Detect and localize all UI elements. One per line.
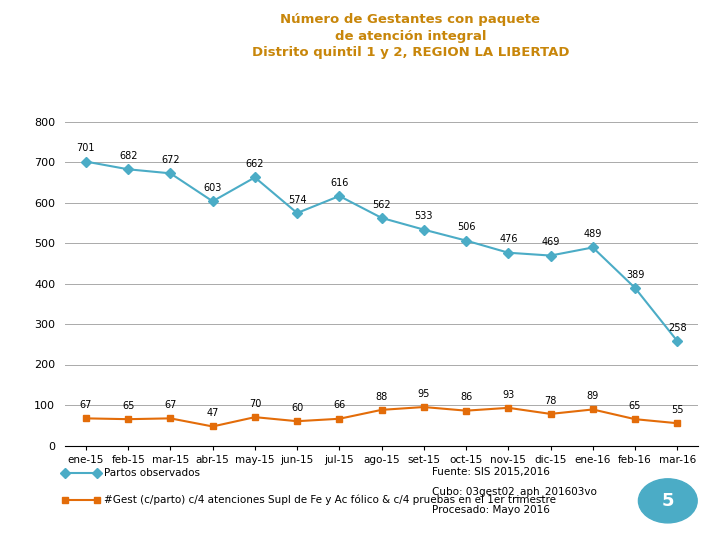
Text: 88: 88: [375, 392, 388, 402]
Text: 672: 672: [161, 155, 180, 165]
Text: 389: 389: [626, 269, 644, 280]
Text: #Gest (c/parto) c/4 atenciones Supl de Fe y Ac fólico & c/4 pruebas en el 1er tr: #Gest (c/parto) c/4 atenciones Supl de F…: [104, 494, 557, 505]
Text: 66: 66: [333, 401, 346, 410]
Text: 701: 701: [76, 143, 95, 153]
Text: 65: 65: [122, 401, 135, 411]
Text: Número de Gestantes con paquete: Número de Gestantes con paquete: [280, 14, 541, 26]
Text: 616: 616: [330, 178, 348, 188]
Text: Procesado: Mayo 2016: Procesado: Mayo 2016: [432, 505, 550, 515]
Text: Cubo: 03gest02_aph_201603vo: Cubo: 03gest02_aph_201603vo: [432, 486, 597, 497]
Text: 476: 476: [499, 234, 518, 245]
Text: 682: 682: [119, 151, 138, 161]
Text: 89: 89: [587, 391, 599, 401]
Text: de atención integral: de atención integral: [335, 30, 486, 43]
Text: 603: 603: [204, 183, 222, 193]
Text: 95: 95: [418, 389, 430, 399]
Text: 93: 93: [502, 389, 515, 400]
Text: 86: 86: [460, 393, 472, 402]
Text: 506: 506: [456, 222, 475, 232]
Text: Distrito quintil 1 y 2, REGION LA LIBERTAD: Distrito quintil 1 y 2, REGION LA LIBERT…: [252, 46, 569, 59]
Text: 562: 562: [372, 200, 391, 210]
Text: 67: 67: [164, 400, 176, 410]
Text: 70: 70: [248, 399, 261, 409]
Text: Fuente: SIS 2015,2016: Fuente: SIS 2015,2016: [432, 467, 550, 477]
Text: 258: 258: [668, 323, 687, 333]
Text: 60: 60: [291, 403, 303, 413]
Text: 67: 67: [80, 400, 92, 410]
Text: 662: 662: [246, 159, 264, 169]
Text: 78: 78: [544, 396, 557, 406]
Text: 533: 533: [415, 211, 433, 221]
Text: 5: 5: [662, 492, 674, 510]
Text: 65: 65: [629, 401, 642, 411]
Text: 489: 489: [584, 229, 602, 239]
Circle shape: [639, 479, 697, 523]
Text: 55: 55: [671, 405, 683, 415]
Text: 574: 574: [288, 195, 307, 205]
Text: 47: 47: [207, 408, 219, 418]
Text: 469: 469: [541, 237, 559, 247]
Text: Partos observados: Partos observados: [104, 468, 200, 477]
